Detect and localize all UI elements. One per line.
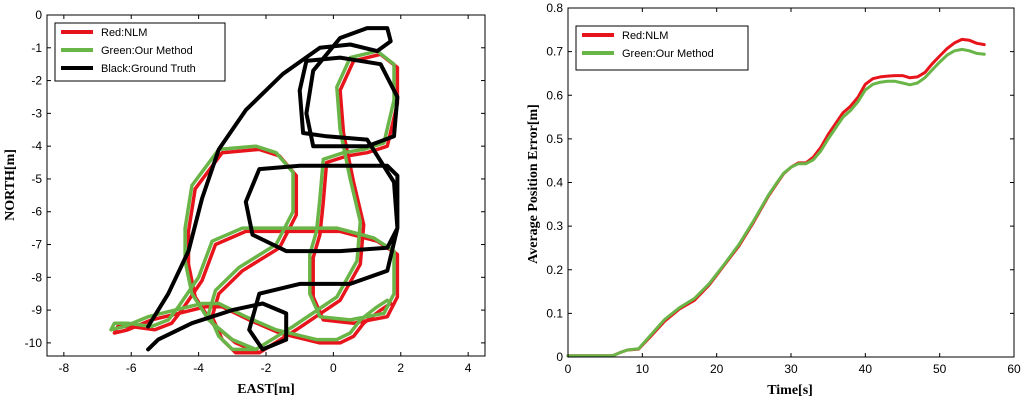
- x-tick-label: -6: [126, 361, 137, 375]
- x-axis-label: Time[s]: [767, 383, 813, 398]
- y-tick-label: -8: [31, 270, 42, 284]
- y-tick-label: 0.8: [546, 1, 563, 15]
- y-tick-label: -10: [25, 336, 43, 350]
- x-tick-label: 20: [710, 362, 724, 376]
- y-tick-label: -5: [31, 172, 42, 186]
- x-tick-label: 30: [784, 362, 798, 376]
- x-tick-label: 10: [636, 362, 650, 376]
- x-tick-label: -8: [59, 361, 70, 375]
- y-tick-label: -4: [31, 139, 42, 153]
- y-tick-label: 0.3: [546, 219, 563, 233]
- y-tick-label: -2: [31, 74, 42, 88]
- y-tick-label: 0.6: [546, 88, 563, 102]
- legend-label: Red:NLM: [622, 30, 668, 42]
- y-axis-label: Average Position Error[m]: [526, 104, 541, 264]
- y-tick-label: -9: [31, 303, 42, 317]
- series-line-2: [566, 47, 986, 358]
- x-tick-label: 0: [565, 362, 572, 376]
- y-tick-label: 0.2: [546, 263, 563, 277]
- x-tick-label: -2: [261, 361, 272, 375]
- series-line-1: [112, 52, 400, 355]
- legend-label: Black:Ground Truth: [101, 63, 196, 75]
- series-line-2: [109, 49, 396, 352]
- x-tick-label: 4: [465, 361, 472, 375]
- y-tick-label: -1: [31, 41, 42, 55]
- y-tick-label: -3: [31, 106, 42, 120]
- x-tick-label: 2: [397, 361, 404, 375]
- legend: Red:NLM Green:Our Method: [575, 25, 749, 71]
- x-tick-label: -4: [193, 361, 204, 375]
- x-axis-label: EAST[m]: [237, 382, 295, 397]
- x-tick-label: 60: [1007, 362, 1021, 376]
- x-tick-label: 0: [330, 361, 337, 375]
- y-tick-label: -6: [31, 205, 42, 219]
- y-tick-label: -7: [31, 238, 42, 252]
- legend: Red:NLM Green:Our Method Black:Ground Trut…: [54, 22, 226, 82]
- legend-label: Green:Our Method: [101, 45, 193, 57]
- y-tick-label: 0.1: [546, 306, 563, 320]
- x-tick-label: 40: [859, 362, 873, 376]
- legend-label: Green:Our Method: [622, 48, 714, 60]
- y-tick-label: 0: [556, 350, 563, 364]
- series-line-3: [146, 26, 400, 352]
- x-tick-label: 50: [933, 362, 947, 376]
- trajectory-chart: -8 -6 -4 -2 0 2 4 0 -1 -2 -3 -4 -5 -6 -7 -8 -9 -10 EAST[m…: [3, 8, 486, 397]
- y-tick-label: 0: [35, 8, 42, 22]
- y-tick-label: 0.5: [546, 132, 563, 146]
- y-tick-label: 0.4: [546, 176, 563, 190]
- y-axis-label: NORTH[m]: [3, 149, 18, 221]
- error-chart: 0 10 20 30 40 50 60 0 0.1 0.2 0.3 0.4 0.5 0.6 0.7 0.8 T…: [526, 1, 1021, 398]
- legend-label: Red:NLM: [101, 27, 147, 39]
- y-tick-label: 0.7: [546, 45, 563, 59]
